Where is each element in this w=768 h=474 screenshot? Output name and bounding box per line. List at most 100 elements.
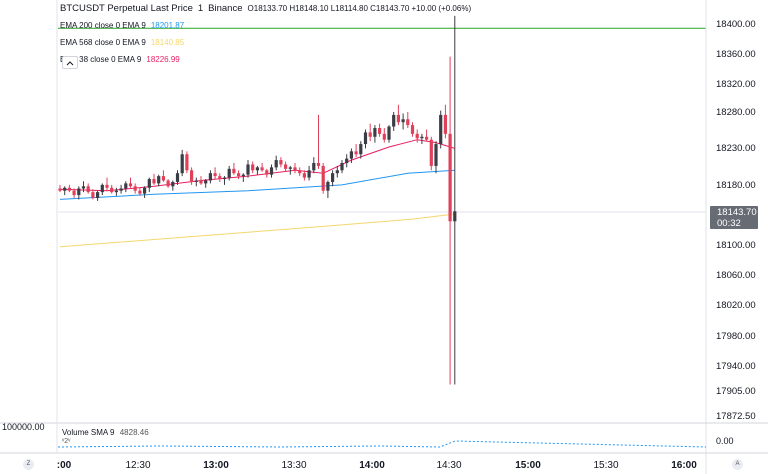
candle-body: [241, 174, 245, 177]
candle-body: [443, 114, 447, 134]
candle: [100, 183, 104, 196]
candle-body: [246, 164, 250, 175]
candle: [368, 123, 372, 142]
candle-body: [175, 173, 180, 182]
indicator-ema200[interactable]: EMA 200 close 0 EMA 9 18201.87: [60, 19, 471, 33]
candle: [331, 170, 335, 187]
candle: [401, 113, 405, 130]
candle: [96, 190, 100, 201]
candle: [335, 165, 339, 178]
candle: [269, 164, 274, 178]
candle-body: [218, 176, 222, 180]
candle-body: [199, 180, 203, 184]
candle-body: [110, 187, 114, 193]
candle-body: [185, 154, 189, 171]
price-tick-label: 17905.00: [716, 386, 756, 397]
zoom-button[interactable]: Z: [23, 459, 34, 470]
indicator-value: 18201.87: [150, 21, 185, 30]
candle-body: [58, 188, 62, 191]
candle: [171, 180, 175, 191]
candle: [359, 141, 363, 159]
candle-body: [255, 167, 259, 171]
price-axis[interactable]: 18400.00 18360.00 18320.00 18280.00 18230.00…: [716, 19, 756, 422]
candle: [222, 176, 227, 185]
auto-scale-button[interactable]: A: [732, 459, 743, 470]
price-tick-label: 18020.00: [716, 300, 756, 311]
candle-body: [307, 170, 311, 178]
chart-legend: BTCUSDT Perpetual Last Price 1 Binance O…: [60, 2, 471, 67]
candle-body: [152, 179, 156, 184]
candle: [204, 179, 208, 188]
time-axis[interactable]: :00 12:30 13:00 13:30 14:00 14:30 15:00 15:30 16…: [57, 460, 697, 471]
price-tick-label: 18280.00: [716, 107, 756, 118]
candle-body: [180, 154, 184, 174]
candle: [58, 184, 62, 193]
indicator-ema38[interactable]: EMA 38 close 0 EMA 9 18226.99: [60, 53, 471, 67]
candle: [279, 157, 283, 168]
candle-body: [124, 183, 128, 189]
candle-body: [429, 139, 433, 166]
candle: [326, 180, 330, 198]
candle: [265, 168, 269, 178]
chevron-up-icon: [66, 61, 74, 66]
candle: [227, 165, 231, 181]
candle: [387, 125, 391, 143]
candle: [185, 151, 189, 174]
candle-body: [387, 126, 391, 140]
candle: [260, 163, 264, 172]
candle: [91, 189, 95, 200]
ema568-line[interactable]: [59, 213, 455, 248]
indicator-ema568[interactable]: EMA 568 close 0 EMA 9 18140.85: [60, 36, 471, 50]
collapse-legend-button[interactable]: [62, 56, 78, 69]
candle-body: [72, 190, 76, 196]
candle-body: [359, 144, 363, 155]
candle: [274, 155, 278, 171]
candle-body: [382, 133, 386, 140]
candle: [157, 174, 161, 187]
candle-body: [190, 170, 194, 182]
candle: [354, 144, 358, 158]
candle-body: [157, 176, 161, 184]
candle-body: [415, 133, 419, 139]
time-tick-label: 14:00: [359, 460, 385, 471]
candle-body: [363, 132, 368, 145]
price-tick-label: 18360.00: [716, 49, 756, 60]
candle-body: [166, 180, 170, 187]
candle: [105, 177, 109, 191]
ema38-line[interactable]: [59, 139, 455, 192]
volume-indicator-value: 4828.46: [119, 428, 149, 437]
candle: [396, 104, 400, 126]
candle-body: [420, 136, 424, 139]
time-tick-label: :00: [57, 460, 72, 471]
candle: [439, 110, 443, 149]
volume-legend[interactable]: Volume SMA 9 4828.46: [62, 428, 149, 437]
candle-body: [171, 181, 175, 187]
candle-body: [260, 167, 264, 171]
candle-body: [298, 170, 302, 174]
interval-label[interactable]: 1: [197, 3, 204, 14]
indicator-name: EMA 568 close 0 EMA 9: [60, 38, 146, 47]
candle: [373, 125, 377, 143]
candle: [63, 186, 67, 196]
candle-body: [251, 164, 255, 171]
last-price-tag: 18143.70 00:32: [710, 206, 758, 229]
time-tick-label: 12:30: [125, 460, 150, 471]
indicator-name: EMA 200 close 0 EMA 9: [60, 21, 146, 30]
candle-body: [368, 132, 372, 137]
candle-body: [396, 114, 400, 123]
price-tick-label: 18230.00: [716, 143, 756, 154]
candle-body: [284, 164, 288, 169]
symbol-title[interactable]: BTCUSDT Perpetual Last Price: [60, 3, 193, 14]
candle: [293, 163, 297, 174]
candle-body: [345, 158, 349, 163]
candle: [67, 184, 71, 193]
candle: [237, 170, 241, 180]
candle-body: [406, 119, 410, 126]
candle: [298, 167, 302, 177]
ema200-line[interactable]: [59, 169, 455, 200]
candle: [382, 128, 386, 143]
candle-body: [302, 173, 306, 178]
candle-body: [114, 190, 118, 193]
time-tick-label: 15:00: [515, 460, 541, 471]
